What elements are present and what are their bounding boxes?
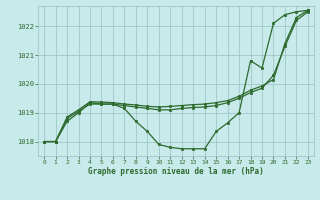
X-axis label: Graphe pression niveau de la mer (hPa): Graphe pression niveau de la mer (hPa) — [88, 167, 264, 176]
